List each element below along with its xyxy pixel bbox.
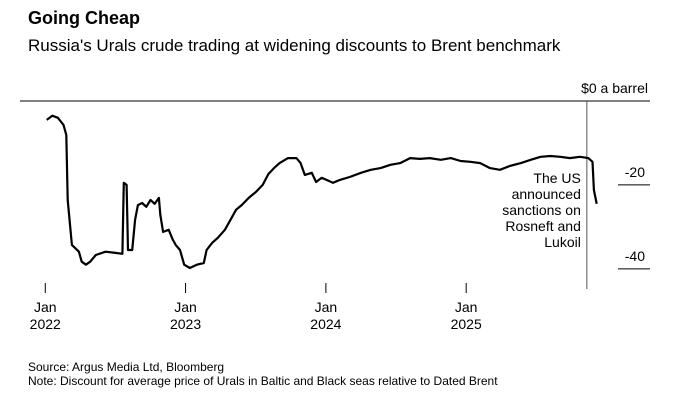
chart-title: Going Cheap bbox=[28, 8, 140, 28]
chart-subtitle: Russia's Urals crude trading at widening… bbox=[28, 36, 561, 55]
note: Note: Discount for average price of Ural… bbox=[28, 374, 498, 388]
y-tick-label: -40 bbox=[625, 248, 645, 264]
y-tick-label: $0 a barrel bbox=[581, 80, 648, 96]
y-tick-label: -20 bbox=[625, 164, 645, 180]
x-tick-label: Jan 2024 bbox=[310, 299, 342, 332]
source: Source: Argus Media Ltd, Bloomberg bbox=[28, 360, 225, 374]
annotation: The US announced sanctions on Rosneft an… bbox=[502, 170, 581, 250]
line-series bbox=[46, 114, 598, 270]
x-tick-label: Jan 2022 bbox=[29, 299, 61, 332]
x-tick-label: Jan 2023 bbox=[169, 299, 202, 332]
x-tick-label: Jan 2025 bbox=[450, 299, 482, 332]
